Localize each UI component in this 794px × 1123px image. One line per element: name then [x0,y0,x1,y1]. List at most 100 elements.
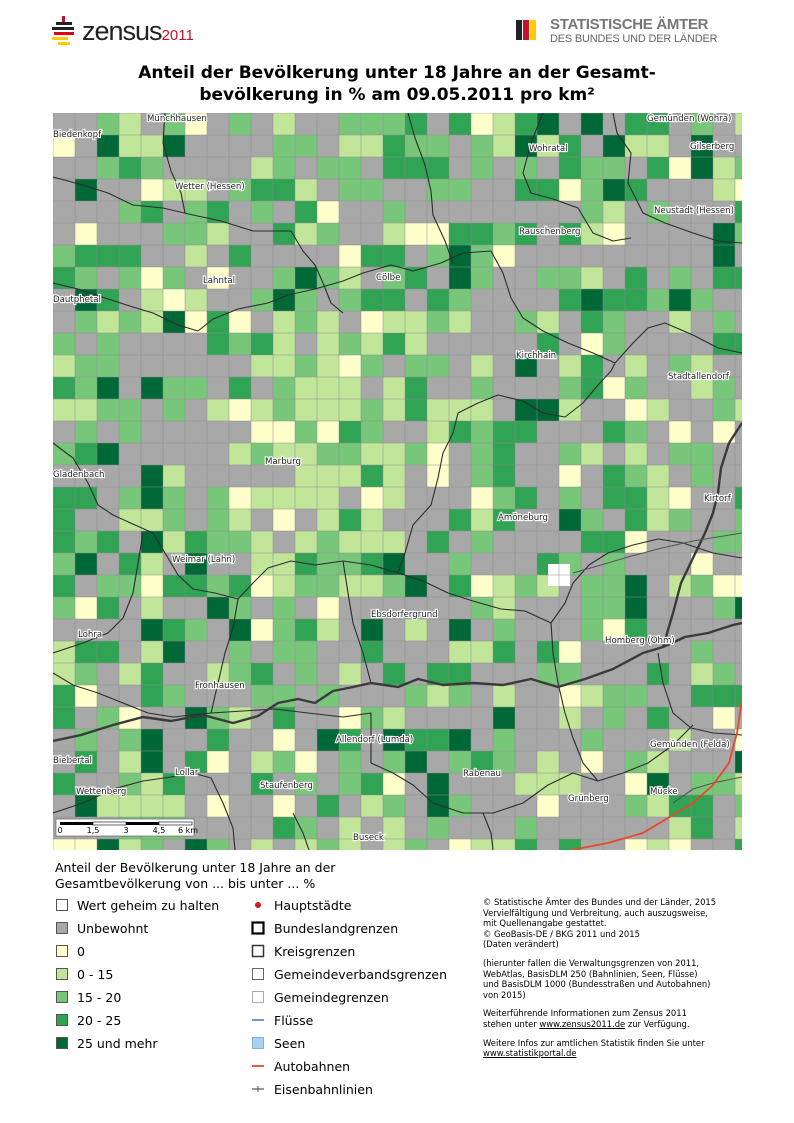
legend-feature-label: Kreisgrenzen [274,943,356,959]
grid-cell [273,817,295,839]
grid-cell [691,443,713,465]
grid-cell [251,201,273,223]
grid-cell [185,465,207,487]
grid-cell [581,443,603,465]
grid-cell [295,399,317,421]
grid-cell [691,421,713,443]
grid-cell [449,597,471,619]
grid-cell [559,113,581,135]
grid-cell [625,553,647,575]
grid-cell [207,839,229,850]
grid-cell [669,773,691,795]
grid-cell [669,201,691,223]
grid-cell [735,773,742,795]
grid-cell [471,685,493,707]
thin-box-icon [251,967,265,981]
grid-cell [251,135,273,157]
grid-cell [537,707,559,729]
grid-cell [735,267,742,289]
grid-cell [625,531,647,553]
grid-cell [339,399,361,421]
grid-cell [559,201,581,223]
statistikportal-link[interactable]: www.statistikportal.de [483,1048,577,1059]
grid-cell [581,509,603,531]
grid-cell [75,663,97,685]
grid-cell [273,135,295,157]
place-label: Dautphetal [53,295,101,305]
grid-cell [625,289,647,311]
grid-cell [317,817,339,839]
grid-cell [207,553,229,575]
grid-cell [581,311,603,333]
grid-cell [603,641,625,663]
grid-cell [493,421,515,443]
grid-cell [273,179,295,201]
grid-cell [713,443,735,465]
grid-cell [97,377,119,399]
grid-cell [53,619,75,641]
grid-cell [317,773,339,795]
credit-line: mit Quellenangabe gestattet. [483,918,607,929]
map-frame[interactable]: Biedenkopf Münchhausen Wohratal Gemünden (W… [53,113,742,850]
grid-cell [383,663,405,685]
grid-cell [405,729,427,751]
grid-cell [427,355,449,377]
grid-cell [515,487,537,509]
grid-cell [273,839,295,850]
grid-cell [471,619,493,641]
grid-cell [625,179,647,201]
municipal-border [342,560,372,684]
grid-cell [383,839,405,850]
grid-cell [229,443,251,465]
grid-cell [691,333,713,355]
zensus-link[interactable]: www.zensus2011.de [539,1018,626,1029]
grid-cell [625,443,647,465]
grid-cell [603,531,625,553]
grid-cell [603,135,625,157]
grid-cell [515,179,537,201]
grid-cell [735,443,742,465]
grid-cell [581,377,603,399]
grid-cell [229,113,251,135]
legend-class-0-15: 0 - 15 [56,964,113,984]
grid-cell [713,795,735,817]
grid-cell [141,179,163,201]
grid-cell [449,487,471,509]
grid-cell [537,267,559,289]
grid-cell [273,421,295,443]
grid-cell [75,113,97,135]
grid-cell [603,113,625,135]
grid-cell [251,311,273,333]
map[interactable]: Biedenkopf Münchhausen Wohratal Gemünden (W… [53,113,742,850]
grid-cell [537,355,559,377]
railway-lines [572,532,742,804]
grid-cell [273,773,295,795]
grid-cell [163,201,185,223]
grid-cell [141,641,163,663]
grid-cell [713,575,735,597]
grid-cell [559,377,581,399]
grid-cell [295,641,317,663]
grid-cell [559,311,581,333]
grid-cell [317,465,339,487]
grid-cell [207,135,229,157]
grid-cell [713,201,735,223]
grid-cell [735,465,742,487]
place-label: Wettenberg [76,787,126,797]
grid-cell [493,509,515,531]
grid-cell [229,421,251,443]
grid-cell [383,377,405,399]
legend-class-label: 0 [77,943,85,959]
grid-cell [625,729,647,751]
grid-cell [361,355,383,377]
grid-cell [537,333,559,355]
grid-cell [427,597,449,619]
grid-cell [317,333,339,355]
credit-text: zur Verfügung. [625,1018,690,1029]
grid-cell [229,509,251,531]
place-label: Cölbe [376,273,400,283]
place-label: Homberg (Ohm) [605,636,675,646]
grid-cell [493,817,515,839]
place-label: Marburg [265,457,301,467]
grid-cell [559,135,581,157]
